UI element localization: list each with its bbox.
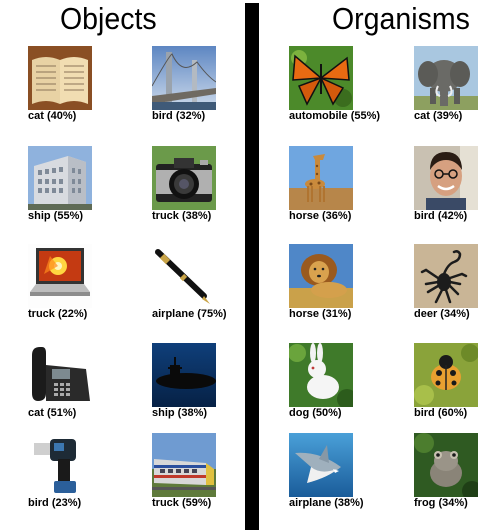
passenger-train-photo — [152, 433, 216, 497]
laptop-photo — [28, 244, 92, 308]
white-rabbit-photo — [289, 343, 353, 407]
organism-label: automobile (55%) — [289, 110, 381, 122]
organism-cell: bird (42%) — [414, 146, 500, 224]
organism-cell: cat (39%) — [414, 46, 500, 124]
organism-cell: airplane (38%) — [289, 433, 399, 511]
object-label: cat (40%) — [28, 110, 77, 122]
organism-label: cat (39%) — [414, 110, 463, 122]
object-label: bird (32%) — [152, 110, 206, 122]
power-drill-photo — [28, 433, 92, 497]
office-building-photo — [28, 146, 92, 210]
object-label: airplane (75%) — [152, 308, 227, 320]
organism-label: bird (42%) — [414, 210, 468, 222]
object-cell: cat (40%) — [28, 46, 138, 124]
organism-label: horse (31%) — [289, 308, 352, 320]
object-cell: truck (22%) — [28, 244, 138, 322]
desk-phone-photo — [28, 343, 92, 407]
column-divider — [245, 3, 259, 530]
film-camera-photo — [152, 146, 216, 210]
suspension-bridge-photo — [152, 46, 216, 110]
object-label: ship (38%) — [152, 407, 208, 419]
organism-label: bird (60%) — [414, 407, 468, 419]
shark-photo — [289, 433, 353, 497]
object-cell: cat (51%) — [28, 343, 138, 421]
organism-cell: dog (50%) — [289, 343, 399, 421]
object-label: cat (51%) — [28, 407, 77, 419]
object-label: truck (59%) — [152, 497, 212, 509]
object-cell: bird (32%) — [152, 46, 262, 124]
organism-cell: horse (31%) — [289, 244, 399, 322]
organism-label: airplane (38%) — [289, 497, 364, 509]
smiling-man-photo — [414, 146, 478, 210]
organism-cell: horse (36%) — [289, 146, 399, 224]
monarch-butterfly-photo — [289, 46, 353, 110]
object-label: ship (55%) — [28, 210, 84, 222]
giraffe-photo — [289, 146, 353, 210]
lion-photo — [289, 244, 353, 308]
organism-cell: frog (34%) — [414, 433, 500, 511]
object-cell: truck (59%) — [152, 433, 262, 511]
organism-label: deer (34%) — [414, 308, 470, 320]
frog-photo — [414, 433, 478, 497]
submarine-photo — [152, 343, 216, 407]
organisms-heading: Organisms — [332, 1, 470, 36]
objects-heading: Objects — [60, 1, 157, 36]
organism-label: horse (36%) — [289, 210, 352, 222]
organism-cell: automobile (55%) — [289, 46, 399, 124]
object-label: truck (22%) — [28, 308, 88, 320]
fountain-pen-photo — [152, 244, 216, 308]
object-cell: ship (55%) — [28, 146, 138, 224]
object-cell: ship (38%) — [152, 343, 262, 421]
scorpion-photo — [414, 244, 478, 308]
ladybug-photo — [414, 343, 478, 407]
object-cell: truck (38%) — [152, 146, 262, 224]
object-label: truck (38%) — [152, 210, 212, 222]
object-cell: bird (23%) — [28, 433, 138, 511]
organism-cell: bird (60%) — [414, 343, 500, 421]
organism-label: dog (50%) — [289, 407, 342, 419]
open-book-photo — [28, 46, 92, 110]
organism-label: frog (34%) — [414, 497, 468, 509]
organism-cell: deer (34%) — [414, 244, 500, 322]
object-cell: airplane (75%) — [152, 244, 262, 322]
object-label: bird (23%) — [28, 497, 82, 509]
elephant-photo — [414, 46, 478, 110]
